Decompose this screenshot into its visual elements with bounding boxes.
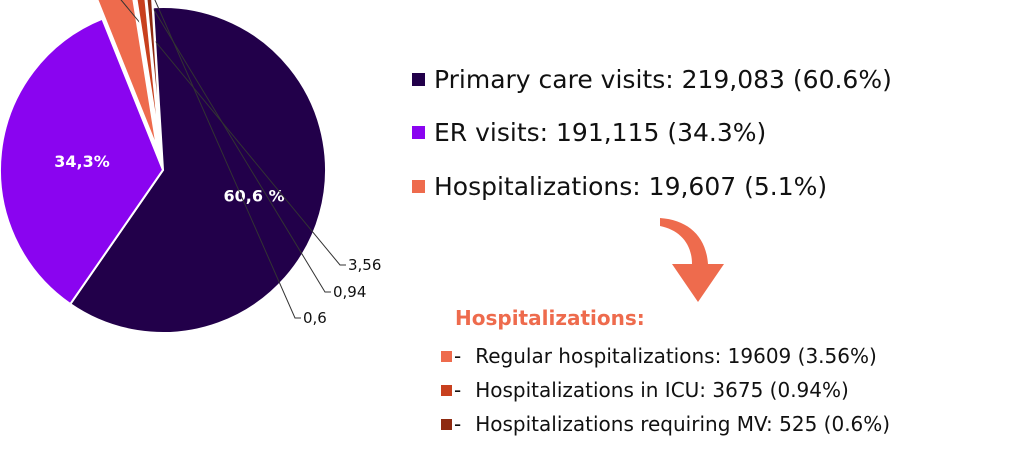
list-dash: - [454,344,462,368]
data-label-mv-hospitalizations: 0,6 [303,309,327,327]
legend-label-primary-care: Primary care visits: 219,083 (60.6%) [434,64,892,94]
swatch-mv-hospitalizations [441,418,452,430]
swatch-icu-hospitalizations [441,384,452,396]
curved-arrow-icon [660,218,724,302]
pie-slice-mv-hospitalizations [145,0,163,149]
leader-line-icu-hospitalizations [147,0,331,293]
legend-label-hospitalizations: Hospitalizations: 19,607 (5.1%) [434,171,828,201]
legend-swatch-hospitalizations [412,179,425,193]
legend-item-primary-care: Primary care visits: 219,083 (60.6%) [412,62,892,96]
list-dash: - [454,378,462,402]
leader-line-mv-hospitalizations [154,0,301,319]
legend-swatch-er-visits [412,125,425,139]
legend-swatch-primary-care [412,72,425,86]
pie-slice-regular-hospitalizations [96,0,159,150]
pie-slice-primary-care [68,6,327,334]
leader-line-regular-hospitalizations [120,0,346,266]
label-regular-hospitalizations: Regular hospitalizations: 19609 (3.56%) [475,344,877,368]
pie-slice-er-visits [0,17,165,306]
hospitalization-item-icu: - Hospitalizations in ICU: 3675 (0.94%) [441,376,849,404]
hospitalization-item-mv: - Hospitalizations requiring MV: 525 (0.… [441,410,890,438]
hospitalization-item-regular: - Regular hospitalizations: 19609 (3.56%… [441,342,877,370]
swatch-regular-hospitalizations [441,350,452,362]
data-label-er-visits: 34,3% [54,152,110,171]
pie-slice-icu-hospitalizations [135,0,162,149]
legend-item-er-visits: ER visits: 191,115 (34.3%) [412,115,766,149]
curved-arrow-body [660,218,724,302]
label-icu-hospitalizations: Hospitalizations in ICU: 3675 (0.94%) [475,378,849,402]
list-dash: - [454,412,462,436]
legend-label-er-visits: ER visits: 191,115 (34.3%) [434,117,767,147]
pie-chart: 60,6 % 34,3% 3,56 0,94 0,6 [0,0,381,334]
hospitalizations-title: Hospitalizations: [455,306,645,330]
data-label-icu-hospitalizations: 0,94 [333,283,366,301]
legend-item-hospitalizations: Hospitalizations: 19,607 (5.1%) [412,169,827,203]
data-label-regular-hospitalizations: 3,56 [348,256,381,274]
label-mv-hospitalizations: Hospitalizations requiring MV: 525 (0.6%… [475,412,891,436]
data-label-primary-care: 60,6 % [224,186,285,205]
